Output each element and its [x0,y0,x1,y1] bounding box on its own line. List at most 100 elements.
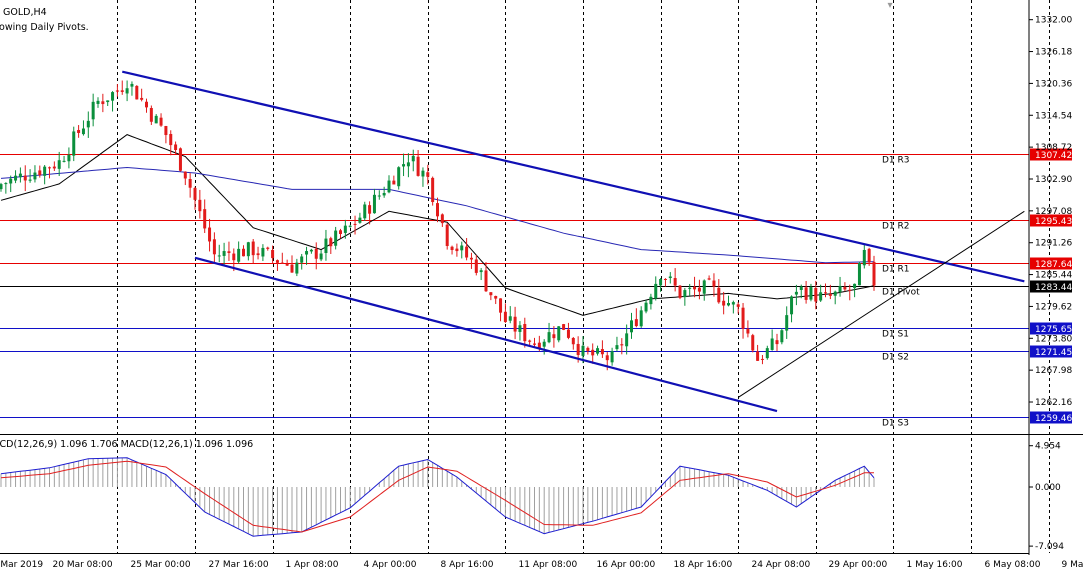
candle-body [857,263,861,286]
candle-body [785,315,789,331]
candle-body [809,287,813,300]
price-tag-box [1030,345,1072,358]
candle-body [348,225,352,227]
candle-body [212,239,216,255]
candle-body [314,248,318,259]
candle-body [271,249,275,259]
candle-body [571,337,575,345]
candle-body [203,209,207,229]
candle-body [552,334,556,339]
candle-body [246,242,250,257]
candle-body [862,249,866,266]
candle-body [101,101,105,105]
candle-body [406,162,410,167]
candle-body [38,170,42,176]
candle-body [402,164,406,167]
candle-body [722,300,726,306]
price-tag-text: 1259.46 [1035,414,1072,424]
candle-body [57,160,61,169]
candle-body [397,167,401,187]
time-tick-label: 29 Apr 00:00 [829,560,888,570]
candle-body [872,261,876,286]
candle-body [208,227,212,242]
candle-body [634,319,638,327]
time-grid [117,0,1050,553]
candle-body [668,276,672,279]
time-tick-label: 16 Apr 00:00 [597,560,656,570]
candle-body [843,287,847,290]
channel-lines [122,70,1025,413]
candle-body [833,291,837,296]
candle-body [416,156,420,176]
macd-tick-label: 0.000 [1035,483,1061,493]
candle-body [707,278,711,280]
price-tick-label: 1297.08 [1035,207,1072,217]
candle-body [86,120,90,128]
candle-body [111,92,115,101]
candle-body [28,179,32,181]
candle-body [731,302,735,305]
candle-body [489,292,493,296]
price-tick-label: 1326.18 [1035,48,1072,58]
pivot-name: D1 R2 [882,222,910,232]
candle-body [469,257,473,260]
candle-body [140,97,144,100]
price-tick-label: 1320.36 [1035,79,1072,89]
macd-label: MACD(12,26,9) 1.096 1.706 MACD(12,26,1) … [0,439,253,450]
pivot-name: D1 R3 [882,156,910,166]
candle-body [130,83,134,87]
candle-body [450,246,454,251]
candle-body [372,194,376,214]
candle-body [547,332,551,343]
price-tags: 1307.42 1295.43 1287.64 1283.44 1275.65 1271.… [1030,148,1072,424]
candle-body [790,296,794,315]
candle-body [630,320,633,333]
candle-body [411,155,415,162]
candle-body [77,129,81,133]
candle-body [683,290,687,298]
price-tag-box [1030,322,1072,335]
candle-body [605,355,609,361]
time-tick-label: 19 Mar 2019 [0,560,43,570]
candle-body [838,285,842,293]
candle-body [702,280,706,294]
pivot-name: D1 R1 [882,265,910,275]
candle-body [484,270,488,292]
candle-body [799,286,803,290]
candle-body [557,326,561,341]
candle-body [499,298,503,313]
candle-body [848,289,852,291]
candle-body [649,296,653,305]
channel-line [194,256,778,413]
candle-body [445,224,449,246]
candle-body [566,329,570,338]
price-tag-box [1030,280,1072,293]
candle-body [474,259,478,273]
candle-body [600,349,604,355]
candle-body [824,292,827,294]
candle-body [135,85,139,100]
candle-body [455,248,459,252]
pivot-levels: D1 R3 D1 R2 D1 R1 D1 Pivot D1 S1 D1 S2 D1 S3 [0,154,1029,429]
candle-body [542,341,546,347]
time-tick-label: 6 May 08:00 [985,560,1041,570]
pivots-subtitle: Showing Daily Pivots. [0,22,89,33]
price-tag-text: 1295.43 [1035,217,1072,227]
candle-body [673,278,677,286]
candle-body [436,203,439,217]
price-tag-box [1030,214,1072,227]
candle-body [159,117,163,126]
candle-body [251,241,255,256]
time-tick-label: 27 Mar 16:00 [209,560,269,570]
candle-body [198,199,202,212]
candle-body [528,340,532,342]
candle-body [426,172,430,177]
candle-body [751,335,755,351]
trend-line [737,210,1025,398]
candle-body [760,358,764,360]
candles [0,80,876,371]
candle-body [14,175,18,181]
price-tick-label: 1308.72 [1035,143,1072,153]
close-icon[interactable]: ▾ [887,0,893,11]
